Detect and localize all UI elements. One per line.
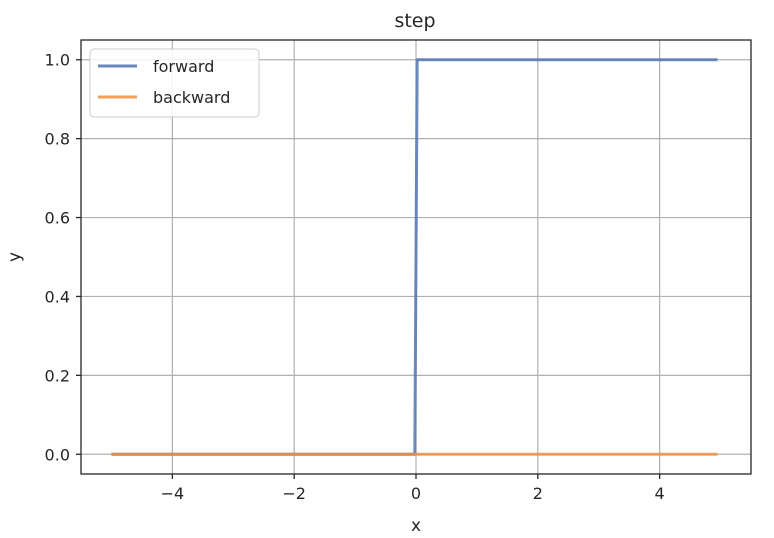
y-axis-label: y bbox=[5, 252, 25, 262]
y-tick-label: 0.4 bbox=[45, 287, 70, 306]
x-tick-label: 4 bbox=[655, 484, 665, 503]
x-tick-label: 0 bbox=[411, 484, 421, 503]
axis-ticks: −4 −2 0 2 4 0.0 0.2 0.4 0.6 0.8 1.0 bbox=[45, 51, 665, 503]
y-tick-label: 1.0 bbox=[45, 51, 70, 70]
y-tick-label: 0.8 bbox=[45, 130, 70, 149]
legend: forward backward bbox=[89, 48, 260, 118]
x-tick-label: −2 bbox=[282, 484, 306, 503]
x-tick-label: −4 bbox=[161, 484, 185, 503]
legend-label-forward: forward bbox=[153, 57, 214, 76]
y-tick-label: 0.0 bbox=[45, 445, 70, 464]
x-axis-label: x bbox=[411, 516, 421, 536]
chart-title: step bbox=[394, 10, 435, 32]
x-tick-label: 2 bbox=[533, 484, 543, 503]
series-line-forward bbox=[111, 58, 718, 456]
y-tick-label: 0.6 bbox=[45, 209, 70, 228]
legend-label-backward: backward bbox=[153, 88, 230, 107]
y-tick-label: 0.2 bbox=[45, 366, 70, 385]
series-lines bbox=[111, 58, 718, 456]
